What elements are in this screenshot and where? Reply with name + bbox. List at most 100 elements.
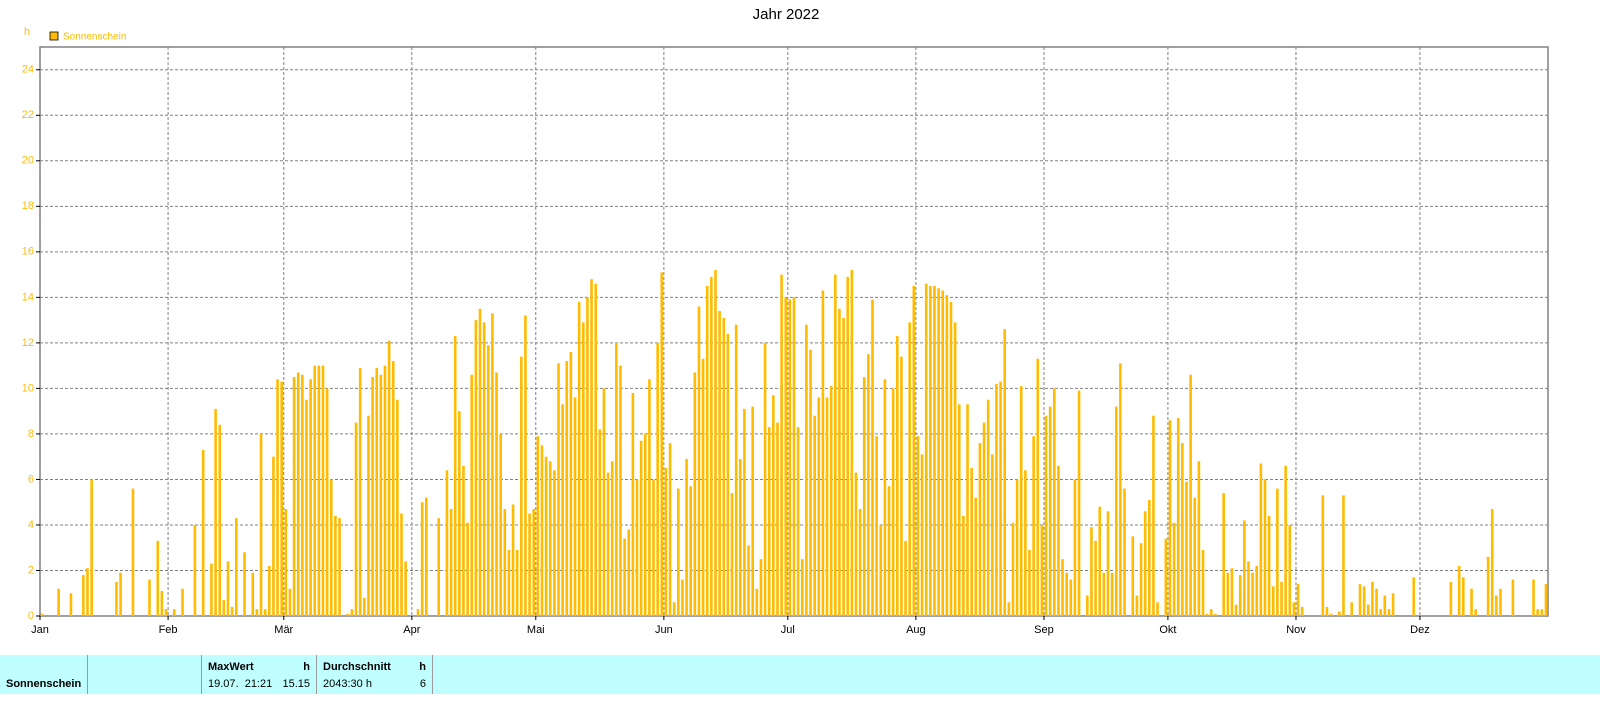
bar (792, 297, 796, 616)
bar (1387, 609, 1391, 616)
bar (1197, 461, 1201, 616)
bar (424, 497, 428, 616)
bar (763, 342, 767, 616)
bar (466, 522, 469, 616)
avg-total: 2043:30 h (323, 678, 372, 690)
bar (1185, 481, 1188, 616)
bar (292, 377, 296, 616)
bar (1342, 495, 1345, 616)
bar (131, 488, 135, 616)
bar (280, 381, 283, 616)
bar (1296, 584, 1300, 616)
bar (891, 388, 895, 616)
bar (1540, 609, 1544, 616)
bar (338, 518, 341, 616)
x-tick-label: Dez (1410, 624, 1430, 636)
footer-table: Sonnenschein MaxWert h 19.07. 21:21 15.1… (0, 655, 1600, 694)
bar (850, 270, 854, 616)
bar (577, 301, 581, 616)
x-tick-label: Jun (655, 624, 673, 636)
x-tick-label: Jan (31, 624, 49, 636)
y-tick-label: 4 (28, 519, 34, 531)
x-tick-label: Mai (527, 624, 545, 636)
bar (1222, 493, 1225, 616)
bar (462, 465, 465, 616)
bar (1164, 538, 1168, 616)
bar (689, 486, 693, 616)
bar (346, 613, 350, 616)
bar (520, 356, 523, 616)
bar (379, 374, 383, 616)
bar (747, 545, 750, 616)
bar (276, 379, 279, 616)
bar (1131, 536, 1135, 616)
bar (598, 429, 602, 616)
avg-unit: h (419, 661, 426, 673)
bar (858, 509, 862, 616)
y-tick-label: 20 (22, 155, 34, 167)
bar (1338, 611, 1341, 616)
bar (210, 563, 213, 616)
bar (883, 379, 887, 616)
bar (119, 572, 122, 616)
bar (978, 443, 982, 616)
bar (734, 324, 738, 616)
bar (1052, 388, 1056, 616)
bar (581, 322, 585, 616)
bar (867, 354, 870, 616)
bar (991, 454, 994, 616)
bar (875, 436, 878, 616)
bar (916, 436, 920, 616)
bar (524, 315, 527, 616)
bar (1350, 602, 1354, 616)
y-tick-label: 8 (28, 428, 34, 440)
bar (862, 377, 866, 616)
bar (1391, 593, 1395, 616)
bar (1462, 577, 1465, 616)
y-tick-label: 14 (22, 291, 34, 303)
bar (1495, 595, 1498, 616)
bar (1238, 575, 1242, 616)
bar (1280, 581, 1283, 616)
bar (565, 361, 569, 616)
bar (544, 456, 548, 616)
bar (623, 538, 626, 616)
bar (602, 388, 606, 616)
max-unit: h (303, 661, 310, 673)
bar (1449, 581, 1453, 616)
x-tick-label: Feb (159, 624, 178, 636)
bar (495, 372, 498, 616)
bar (532, 509, 536, 616)
bar (780, 274, 783, 616)
bar (255, 609, 259, 616)
bar (164, 609, 168, 616)
bar (251, 572, 255, 616)
bar (511, 504, 515, 616)
bar (681, 579, 684, 616)
bar (825, 397, 829, 616)
bar (941, 290, 945, 616)
bar (573, 397, 577, 616)
bar (1499, 588, 1502, 616)
bar (375, 367, 379, 616)
bar (416, 609, 420, 616)
bar (1172, 522, 1176, 616)
bar (871, 299, 874, 616)
bar (842, 317, 845, 616)
x-tick-label: Jul (781, 624, 795, 636)
bar (1243, 520, 1246, 616)
bar (904, 540, 907, 616)
bar (796, 427, 800, 616)
bar (800, 559, 804, 616)
chart-title: Jahr 2022 (753, 6, 820, 23)
y-tick-label: 16 (22, 246, 34, 258)
bar (672, 602, 676, 616)
bar (1148, 499, 1151, 616)
bar (115, 581, 118, 616)
y-tick-label: 12 (22, 337, 34, 349)
bar (1176, 417, 1180, 616)
bar (90, 479, 93, 616)
bar (1032, 436, 1035, 616)
bar (912, 285, 916, 616)
bar (1490, 509, 1494, 616)
